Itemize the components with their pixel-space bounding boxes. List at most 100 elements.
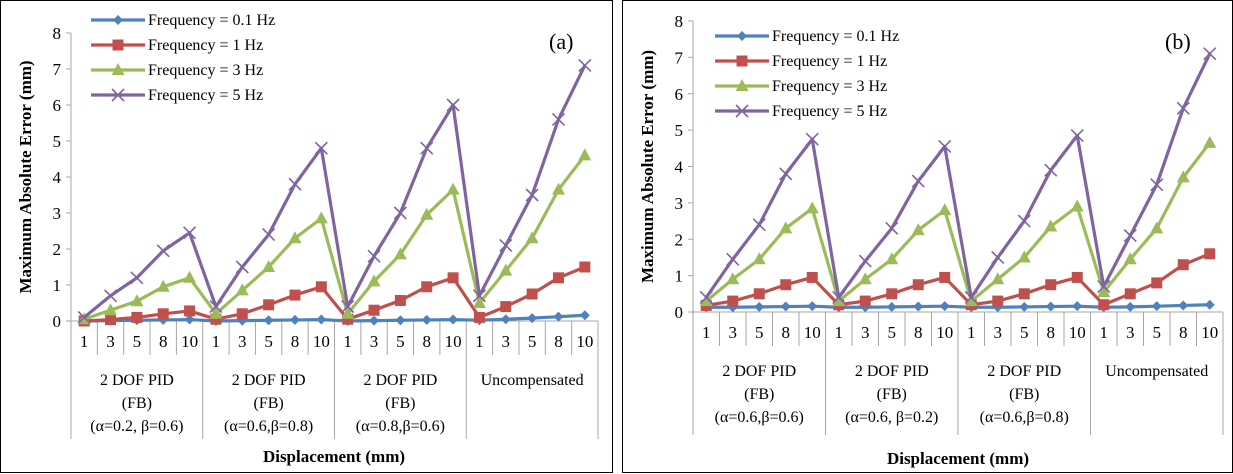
series-point bbox=[1178, 300, 1189, 311]
x-tick-label: 8 bbox=[291, 332, 300, 351]
legend-label: Frequency = 0.1 Hz bbox=[772, 28, 899, 45]
series-point bbox=[421, 281, 433, 293]
series-point bbox=[130, 271, 144, 285]
series-point bbox=[1071, 271, 1083, 283]
series-point bbox=[420, 141, 434, 155]
x-group-label: (FB) bbox=[744, 386, 774, 403]
series-point bbox=[552, 272, 564, 284]
x-tick-label: 1 bbox=[80, 332, 89, 351]
x-tick-label: 3 bbox=[370, 332, 379, 351]
y-tick-label: 3 bbox=[53, 204, 62, 223]
x-tick-label: 1 bbox=[343, 332, 352, 351]
series-line bbox=[704, 53, 1212, 300]
series-point bbox=[394, 294, 406, 306]
series-point bbox=[236, 308, 248, 320]
series-point bbox=[421, 314, 432, 325]
series-point bbox=[288, 177, 302, 191]
legend-marker bbox=[737, 31, 747, 41]
series-point bbox=[342, 313, 354, 325]
series-point bbox=[964, 294, 978, 307]
series-point bbox=[393, 206, 407, 220]
x-tick-label: 3 bbox=[1126, 323, 1135, 342]
x-tick-label: 8 bbox=[159, 332, 168, 351]
series-point bbox=[525, 231, 539, 244]
series-point bbox=[1203, 135, 1217, 148]
series-line bbox=[705, 141, 1212, 303]
x-group-label: 2 DOF PID bbox=[232, 372, 306, 389]
series-point bbox=[991, 250, 1005, 265]
y-tick-label: 5 bbox=[675, 121, 684, 140]
series-point bbox=[1018, 288, 1030, 300]
series-point bbox=[964, 290, 978, 305]
series-point bbox=[1017, 214, 1031, 228]
series-point bbox=[551, 182, 565, 195]
series-point bbox=[500, 314, 511, 325]
series-point bbox=[551, 112, 566, 126]
series-point bbox=[289, 314, 300, 325]
series-point bbox=[341, 300, 355, 314]
x-tick-label: 10 bbox=[445, 332, 462, 351]
series-point bbox=[1098, 299, 1110, 311]
x-group-label: (α=0.8,β=0.6) bbox=[356, 418, 445, 435]
series-point bbox=[156, 279, 170, 292]
x-tick-label: 1 bbox=[835, 323, 844, 342]
x-tick-label: 8 bbox=[1047, 323, 1056, 342]
series-3 bbox=[699, 135, 1217, 307]
series-point bbox=[1072, 301, 1083, 312]
y-axis-title: Maximum Absolute Error (mm) bbox=[16, 60, 35, 293]
series-point bbox=[262, 260, 276, 272]
series-point bbox=[156, 244, 170, 258]
series-point bbox=[183, 270, 197, 283]
legend-marker bbox=[112, 39, 124, 51]
x-tick-label: 3 bbox=[994, 323, 1003, 342]
x-tick-label: 5 bbox=[133, 332, 142, 351]
x-group-label: (α=0.6,β=0.8) bbox=[980, 409, 1069, 426]
x-group-label: (FB) bbox=[385, 395, 415, 412]
series-point bbox=[858, 254, 872, 268]
series-point bbox=[500, 301, 512, 313]
series-point bbox=[235, 260, 249, 274]
series-point bbox=[1044, 219, 1058, 232]
legend-entry: Frequency = 1 Hz bbox=[715, 53, 887, 70]
series-point bbox=[368, 304, 380, 316]
legend-entry: Frequency = 1 Hz bbox=[91, 37, 263, 54]
x-group-label: 2 DOF PID bbox=[100, 372, 174, 389]
series-point bbox=[446, 98, 460, 112]
series-point bbox=[1123, 252, 1137, 265]
series-point bbox=[913, 301, 924, 312]
series-point bbox=[499, 238, 513, 252]
series-point bbox=[886, 288, 898, 300]
series-point bbox=[1070, 129, 1084, 143]
y-tick-label: 4 bbox=[675, 158, 684, 177]
series-point bbox=[553, 311, 564, 322]
legend-marker bbox=[735, 104, 749, 118]
series-point bbox=[1097, 284, 1111, 297]
legend-marker bbox=[113, 15, 123, 25]
series-point bbox=[184, 305, 196, 317]
x-group-label: 2 DOF PID bbox=[722, 363, 796, 380]
series-point bbox=[341, 306, 355, 319]
series-point bbox=[1204, 299, 1215, 310]
series-point bbox=[367, 274, 381, 287]
series-point bbox=[753, 288, 765, 300]
x-axis-title: Displacement (mm) bbox=[263, 447, 405, 466]
series-1 bbox=[701, 299, 1215, 313]
y-tick-label: 2 bbox=[53, 240, 62, 259]
series-point bbox=[315, 281, 327, 293]
series-point bbox=[807, 301, 818, 312]
series-point bbox=[578, 58, 592, 72]
x-tick-label: 5 bbox=[528, 332, 537, 351]
y-tick-label: 4 bbox=[53, 168, 62, 187]
legend-entry: Frequency = 5 Hz bbox=[715, 103, 887, 120]
series-point bbox=[939, 271, 951, 283]
x-tick-label: 5 bbox=[1020, 323, 1029, 342]
series-point bbox=[726, 252, 740, 266]
x-tick-label: 3 bbox=[238, 332, 247, 351]
series-2 bbox=[78, 261, 591, 327]
legend-marker bbox=[736, 55, 748, 67]
series-point bbox=[184, 314, 195, 325]
series-point bbox=[446, 182, 460, 195]
series-point bbox=[448, 314, 459, 325]
x-tick-label: 5 bbox=[396, 332, 405, 351]
x-tick-label: 8 bbox=[554, 332, 563, 351]
